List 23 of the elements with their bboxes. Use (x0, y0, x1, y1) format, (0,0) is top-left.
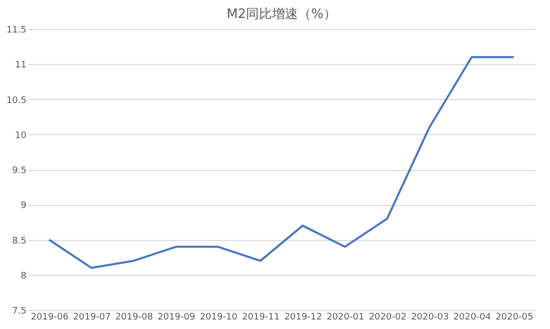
y-tick-label: 9.5 (12, 166, 26, 176)
x-tick-label: 2019-08 (115, 312, 154, 322)
chart-title: M2同比增速（%） (226, 7, 336, 22)
y-tick-label: 9 (20, 201, 27, 212)
x-tick-label: 2019-10 (200, 312, 238, 322)
y-tick-label: 8 (20, 271, 27, 282)
x-tick-label: 2020-05 (496, 312, 534, 322)
y-tick-label: 7.5 (12, 306, 26, 316)
x-tick-label: 2019-09 (158, 312, 196, 322)
x-tick-label: 2020-02 (368, 312, 406, 322)
y-tick-label: 11.5 (6, 26, 26, 36)
x-tick-label: 2019-06 (30, 312, 69, 322)
x-tick-label: 2019-12 (284, 312, 322, 322)
x-tick-label: 2020-03 (411, 312, 449, 322)
y-tick-label: 8.5 (12, 236, 26, 246)
y-tick-label: 11 (15, 60, 26, 71)
x-tick-label: 2019-07 (73, 312, 111, 322)
y-tick-label: 10 (15, 130, 27, 141)
x-tick-label: 2020-01 (326, 312, 364, 322)
x-tick-label: 2019-11 (242, 312, 280, 322)
line-series (48, 56, 515, 269)
y-tick-label: 10.5 (6, 96, 26, 106)
x-tick-label: 2020-04 (453, 312, 492, 322)
